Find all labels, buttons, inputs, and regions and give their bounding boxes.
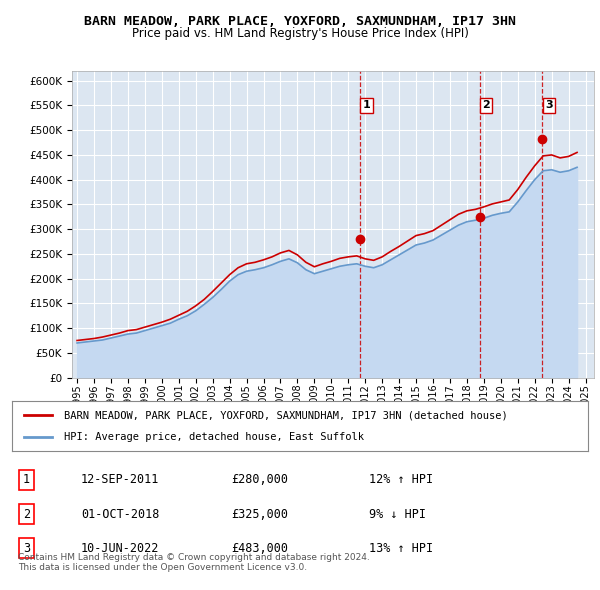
Text: 9% ↓ HPI: 9% ↓ HPI [369, 507, 426, 520]
Text: BARN MEADOW, PARK PLACE, YOXFORD, SAXMUNDHAM, IP17 3HN: BARN MEADOW, PARK PLACE, YOXFORD, SAXMUN… [84, 15, 516, 28]
Text: £325,000: £325,000 [231, 507, 288, 520]
Text: Price paid vs. HM Land Registry's House Price Index (HPI): Price paid vs. HM Land Registry's House … [131, 27, 469, 40]
Text: 1: 1 [362, 100, 370, 110]
Text: Contains HM Land Registry data © Crown copyright and database right 2024.
This d: Contains HM Land Registry data © Crown c… [18, 553, 370, 572]
Text: 2: 2 [482, 100, 490, 110]
Text: £280,000: £280,000 [231, 473, 288, 487]
Text: 10-JUN-2022: 10-JUN-2022 [81, 542, 160, 555]
Text: 2: 2 [23, 507, 30, 520]
Text: 3: 3 [545, 100, 553, 110]
Text: 12% ↑ HPI: 12% ↑ HPI [369, 473, 433, 487]
Text: 1: 1 [23, 473, 30, 487]
Text: HPI: Average price, detached house, East Suffolk: HPI: Average price, detached house, East… [64, 432, 364, 442]
Text: 3: 3 [23, 542, 30, 555]
Text: £483,000: £483,000 [231, 542, 288, 555]
Text: 01-OCT-2018: 01-OCT-2018 [81, 507, 160, 520]
Text: BARN MEADOW, PARK PLACE, YOXFORD, SAXMUNDHAM, IP17 3HN (detached house): BARN MEADOW, PARK PLACE, YOXFORD, SAXMUN… [64, 410, 508, 420]
Text: 12-SEP-2011: 12-SEP-2011 [81, 473, 160, 487]
Text: 13% ↑ HPI: 13% ↑ HPI [369, 542, 433, 555]
